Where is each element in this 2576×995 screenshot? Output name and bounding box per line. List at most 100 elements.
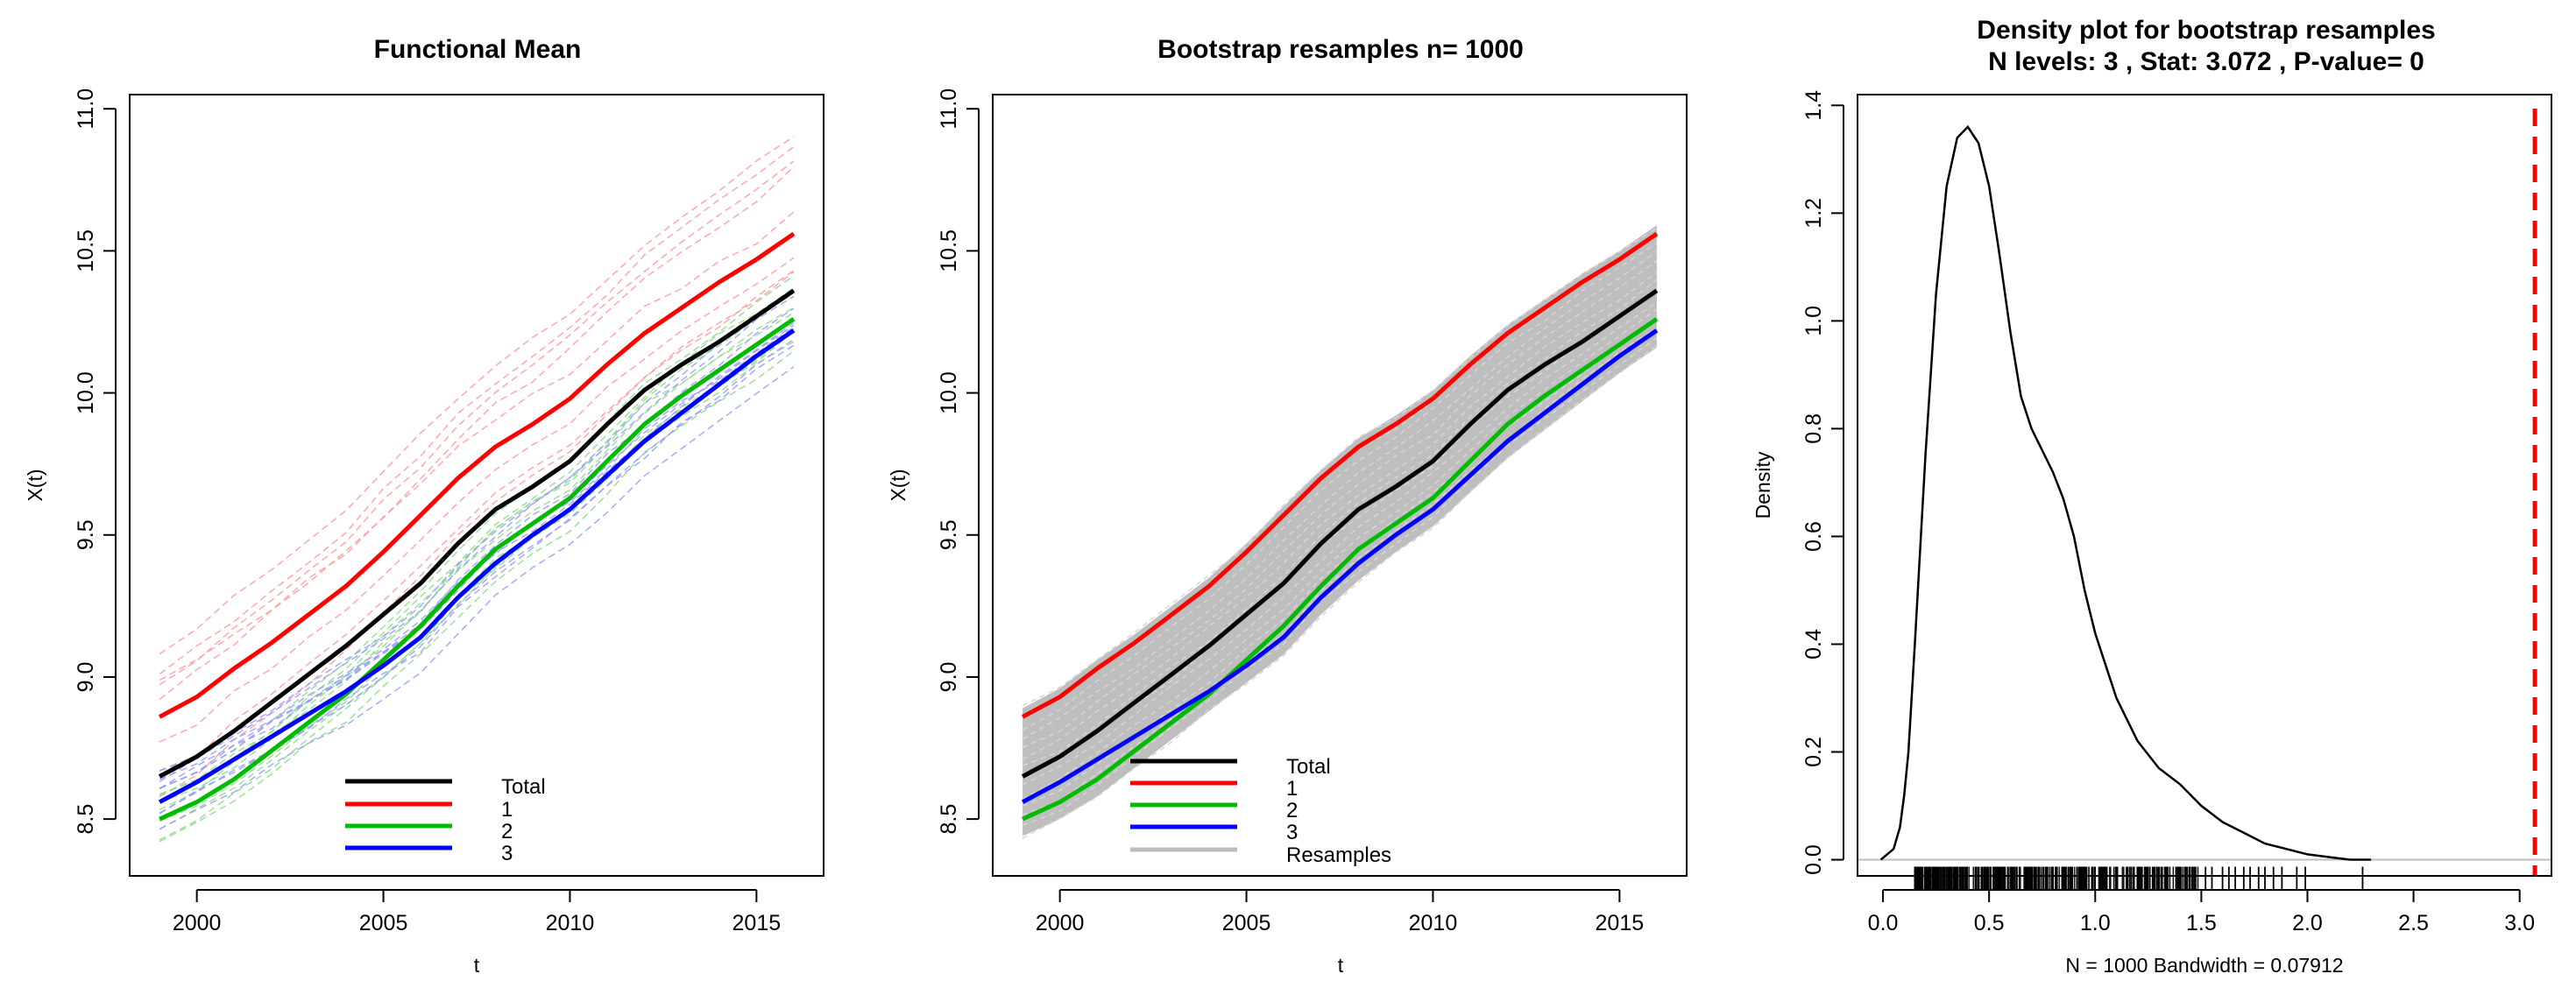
x-tick-label: 0.0 [1868, 911, 1899, 935]
y-tick-label: 1.2 [1801, 198, 1826, 229]
y-tick-label: 9.0 [937, 662, 961, 693]
panel3-x-ticks: 0.0 0.5 1.0 1.5 2.0 2.5 3.0 [1868, 889, 2535, 935]
resample-band-area [1023, 225, 1657, 836]
y-tick-label: 0.6 [1801, 521, 1826, 552]
resample-curve [1022, 301, 1658, 786]
individual-curve-group-2 [159, 312, 795, 803]
x-tick-label: 2005 [1222, 911, 1271, 935]
mean-line-3 [158, 328, 796, 804]
mean-line-1 [1021, 231, 1659, 719]
individual-curve-group-2 [159, 275, 795, 790]
panel1-legend: Total 1 2 3 [345, 775, 546, 865]
panel3-y-label: Density [1752, 451, 1774, 519]
y-tick-label: 0.0 [1801, 844, 1826, 875]
mean-line-total [1021, 288, 1659, 779]
panel3-subtitle: N levels: 3 , Stat: 3.072 , P-value= 0 [1988, 47, 2424, 76]
y-tick-label: 0.4 [1801, 629, 1826, 660]
resample-curve [1022, 242, 1658, 730]
panel-functional-mean: Functional Mean 2000 2005 2010 2015 8.5 9.0 9… [24, 35, 824, 977]
x-tick-label: 2015 [732, 911, 782, 935]
individual-curve-group-1 [159, 257, 795, 743]
y-tick-label: 9.5 [937, 519, 961, 550]
panel2-y-label: X(t) [887, 469, 909, 501]
y-tick-label: 10.0 [74, 371, 98, 414]
density-curve [1879, 124, 2372, 861]
x-tick-label: 2.0 [2292, 911, 2323, 935]
legend-label-3: 3 [1286, 821, 1298, 844]
panel3-title: Density plot for bootstrap resamples [1977, 16, 2435, 45]
x-tick-label: 2015 [1596, 911, 1645, 935]
individual-curve-group-2 [159, 330, 795, 822]
y-tick-label: 0.2 [1801, 737, 1826, 767]
resample-curve [1022, 272, 1658, 760]
individual-curve-group-1 [159, 270, 795, 798]
legend-label-total: Total [1286, 755, 1331, 779]
individual-curve-group-2 [159, 290, 795, 811]
individual-curve-group-3 [159, 344, 795, 815]
individual-curve-group-1 [159, 145, 795, 675]
individual-curve-group-2 [159, 286, 795, 796]
panel1-y-ticks: 8.5 9.0 9.5 10.0 10.5 11.0 [74, 88, 117, 835]
x-tick-label: 3.0 [2504, 911, 2535, 935]
panel2-plot-box [992, 94, 1688, 877]
resample-curve [1022, 344, 1658, 839]
panel1-plot-box [129, 94, 824, 877]
mean-line-2 [159, 317, 796, 822]
legend-label-resamples: Resamples [1286, 843, 1391, 867]
y-tick-label: 10.0 [937, 371, 961, 414]
panel2-x-label: t [1338, 954, 1344, 977]
resample-curve [1022, 227, 1658, 707]
mean-line-3 [1021, 328, 1659, 804]
resample-curve [1022, 251, 1658, 740]
panel1-x-label: t [474, 954, 480, 977]
legend-label-2: 2 [501, 820, 513, 843]
y-tick-label: 9.5 [74, 519, 98, 550]
y-tick-label: 1.0 [1801, 306, 1826, 336]
individual-curve-group-2 [159, 350, 795, 843]
x-tick-label: 2000 [173, 911, 222, 935]
x-tick-label: 2.5 [2398, 911, 2429, 935]
panel3-rug [1914, 866, 2364, 890]
panel3-x-label: N = 1000 Bandwidth = 0.07912 [2065, 954, 2343, 977]
panel-density-plot: Density plot for bootstrap resamples N l… [1752, 16, 2552, 977]
x-tick-label: 2000 [1036, 911, 1085, 935]
resample-curve [1022, 308, 1658, 801]
panel-bootstrap-resamples: Bootstrap resamples n= 1000 2000 2005 2010… [887, 35, 1688, 977]
resample-curve [1022, 279, 1658, 766]
resample-curve [1022, 337, 1658, 826]
legend-label-3: 3 [501, 842, 513, 865]
x-tick-label: 2005 [359, 911, 408, 935]
panel1-x-ticks: 2000 2005 2010 2015 [173, 889, 782, 935]
individual-curve-group-3 [159, 324, 795, 789]
mean-line-total [158, 288, 796, 779]
panel2-title: Bootstrap resamples n= 1000 [1157, 35, 1524, 64]
mean-line-2 [1022, 317, 1659, 822]
individual-curve-group-2 [159, 341, 795, 830]
panel1-title: Functional Mean [374, 35, 582, 64]
x-tick-label: 2010 [1409, 911, 1458, 935]
individual-curve-group-3 [159, 326, 795, 780]
panel2-x-ticks: 2000 2005 2010 2015 [1036, 889, 1645, 935]
y-tick-label: 1.4 [1801, 90, 1826, 121]
y-tick-label: 8.5 [937, 804, 961, 835]
individual-curve-group-3 [159, 338, 795, 814]
panel3-y-ticks: 0.0 0.2 0.4 0.6 0.8 1.0 1.2 1.4 [1801, 90, 1844, 875]
y-tick-label: 9.0 [74, 662, 98, 693]
individual-curve-group-1 [159, 211, 795, 681]
y-tick-label: 11.0 [74, 88, 98, 130]
panel1-individual-curves [159, 136, 795, 843]
legend-label-1: 1 [1286, 777, 1298, 801]
resample-curve [1022, 260, 1658, 749]
y-tick-label: 11.0 [937, 88, 961, 130]
legend-label-2: 2 [1286, 799, 1298, 822]
panel2-legend: Total 1 2 3 Resamples [1130, 755, 1391, 867]
panel1-mean-lines [158, 231, 796, 822]
x-tick-label: 2010 [546, 911, 595, 935]
individual-curve-group-3 [159, 295, 795, 783]
x-tick-label: 1.0 [2080, 911, 2111, 935]
panel2-mean-lines [1021, 231, 1659, 822]
y-tick-label: 8.5 [74, 804, 98, 835]
panel1-y-label: X(t) [24, 469, 46, 501]
x-tick-label: 0.5 [1974, 911, 2005, 935]
individual-curve-group-1 [159, 166, 795, 701]
